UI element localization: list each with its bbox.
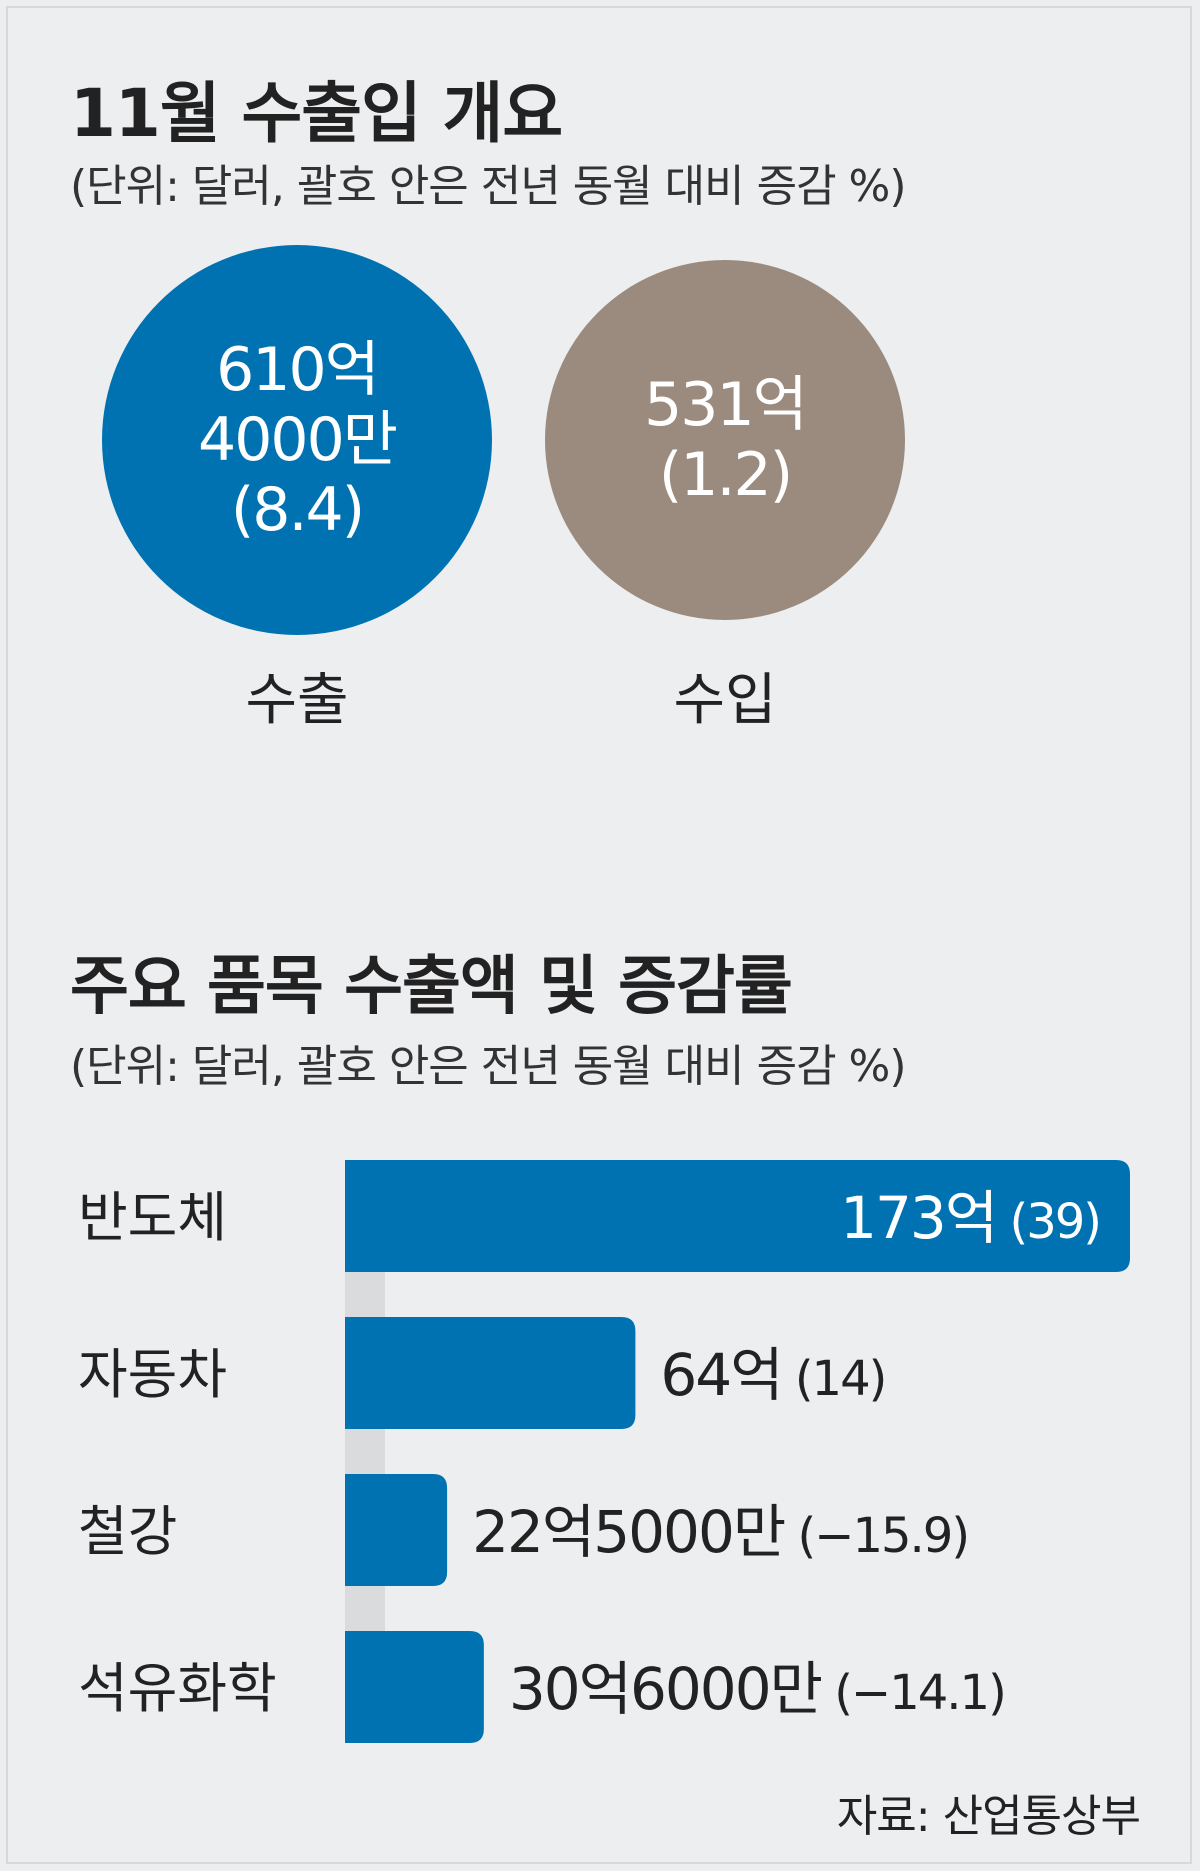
export-change: (8.4) [230, 475, 365, 545]
import-label: 수입 [673, 668, 777, 733]
value-label: 64억 (14) [660, 1341, 885, 1409]
bar [345, 1474, 448, 1586]
bar [345, 1160, 1130, 1272]
items-title: 주요 품목 수출액 및 증감률 [70, 950, 793, 1024]
overview-unit: (단위: 달러, 괄호 안은 전년 동월 대비 증감 %) [70, 161, 907, 212]
export-label: 수출 [245, 668, 349, 733]
category-label: 철강 [78, 1500, 177, 1563]
import-circle: 531억 (1.2) [545, 260, 905, 620]
value-label: 22억5000만 (−15.9) [472, 1498, 968, 1566]
export-amount-line1: 610억 [216, 335, 380, 405]
import-change: (1.2) [658, 440, 793, 510]
import-amount: 531억 [644, 370, 808, 440]
overview-title: 11월 수출입 개요 [70, 75, 563, 152]
export-circle: 610억 4000만 (8.4) [102, 245, 492, 635]
value-label: 173억 (39) [840, 1184, 1100, 1252]
value-label: 30억6000만 (−14.1) [509, 1655, 1005, 1723]
bar [345, 1317, 636, 1429]
category-label: 자동차 [78, 1343, 227, 1406]
bar [345, 1631, 484, 1743]
category-label: 반도체 [78, 1186, 227, 1249]
items-unit: (단위: 달러, 괄호 안은 전년 동월 대비 증감 %) [70, 1041, 907, 1092]
export-amount-line2: 4000만 [198, 405, 398, 475]
frame [6, 6, 1192, 1864]
source-note: 자료: 산업통상부 [836, 1791, 1141, 1842]
category-label: 석유화학 [78, 1657, 277, 1720]
